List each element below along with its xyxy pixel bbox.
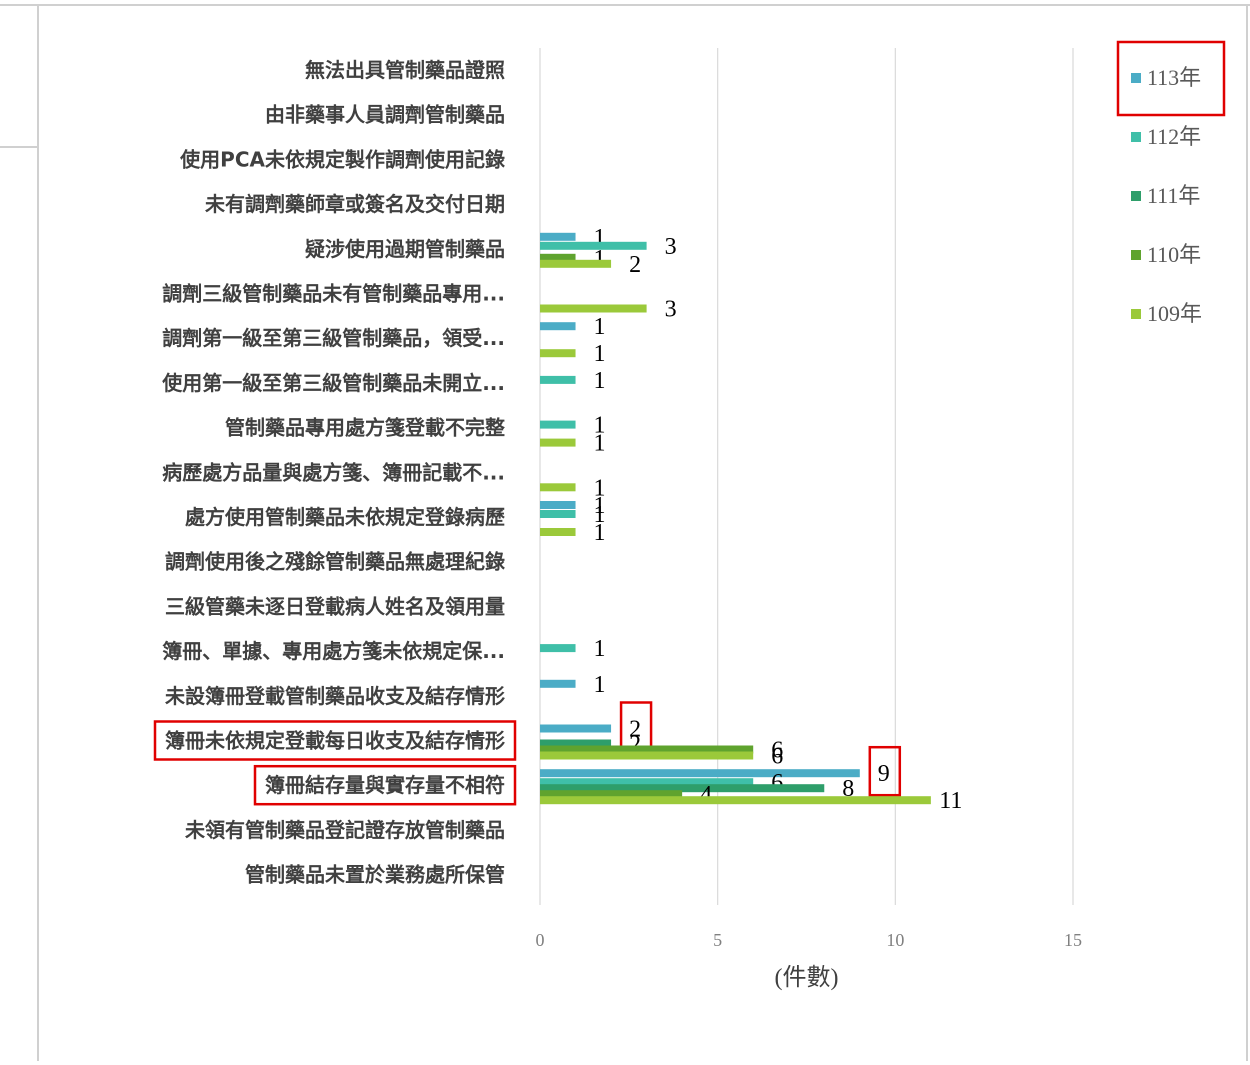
data-label: 6 — [771, 738, 783, 764]
category-label: 未有調劑藥師章或簽名及交付日期 — [205, 192, 505, 216]
category-label: 病歷處方品量與處方箋、簿冊記載不... — [162, 460, 505, 484]
data-label: 1 — [594, 636, 606, 662]
x-tick-label: 0 — [536, 930, 545, 950]
data-label: 3 — [665, 297, 677, 323]
category-label: 管制藥品專用處方箋登載不完整 — [225, 416, 505, 440]
category-label: 未設簿冊登載管制藥品收支及結存情形 — [165, 684, 505, 708]
legend-label: 109年 — [1147, 301, 1202, 326]
data-label: 1 — [594, 475, 606, 501]
bar — [540, 784, 825, 793]
bar — [540, 510, 576, 518]
bar — [540, 241, 647, 250]
value-highlight-box — [868, 745, 902, 797]
bar — [540, 304, 647, 313]
data-label: 6 — [771, 770, 783, 796]
legend-label: 112年 — [1147, 124, 1201, 149]
data-label: 1 — [594, 341, 606, 367]
bar — [540, 790, 683, 799]
bar — [540, 739, 612, 748]
data-label: 11 — [939, 788, 962, 814]
category-label: 處方使用管制藥品未依規定登錄病歷 — [185, 505, 505, 529]
legend-swatch — [1131, 132, 1141, 142]
legend-swatch — [1131, 191, 1141, 201]
data-label: 2 — [629, 717, 641, 743]
category-label: 調劑三級管制藥品未有管制藥品專用... — [162, 282, 505, 306]
x-tick-label: 10 — [886, 930, 904, 950]
bar — [540, 724, 612, 733]
category-label: 由非藥事人員調劑管制藥品 — [265, 103, 505, 127]
frame-right-border — [1246, 4, 1248, 1061]
legend-swatch — [1131, 250, 1141, 260]
data-label: 1 — [594, 413, 606, 439]
data-label: 1 — [594, 314, 606, 340]
frame-outer-tick — [0, 146, 37, 148]
data-label: 1 — [594, 368, 606, 394]
bar — [540, 751, 754, 760]
bar — [540, 679, 576, 688]
legend-swatch — [1131, 309, 1141, 319]
data-label: 8 — [842, 776, 854, 802]
bar — [540, 796, 931, 805]
legend-label: 111年 — [1147, 183, 1200, 208]
bar — [540, 769, 860, 778]
category-label: 簿冊、單據、專用處方箋未依規定保... — [162, 639, 505, 663]
bar — [540, 778, 754, 787]
category-highlight-box — [253, 764, 517, 806]
bar — [540, 745, 754, 754]
bar — [540, 375, 576, 384]
category-label: 無法出具管制藥品證照 — [305, 58, 505, 82]
legend-highlight-box — [1116, 40, 1226, 117]
bar — [540, 644, 576, 653]
data-label: 3 — [665, 234, 677, 260]
data-label: 4 — [700, 782, 712, 808]
bar — [540, 349, 576, 358]
bar — [540, 438, 576, 447]
data-label: 1 — [594, 672, 606, 698]
data-label: 1 — [594, 246, 606, 272]
category-label: 未領有管制藥品登記證存放管制藥品 — [185, 818, 505, 842]
data-label: 2 — [629, 252, 641, 278]
frame-top-border — [0, 4, 1250, 6]
legend-label: 113年 — [1147, 65, 1201, 90]
category-highlight-box — [153, 720, 517, 761]
bar — [540, 501, 576, 509]
bar — [540, 253, 576, 262]
data-label: 1 — [594, 493, 606, 519]
category-label: 調劑使用後之殘餘管制藥品無處理紀錄 — [165, 550, 505, 574]
data-label: 1 — [594, 502, 606, 528]
category-label: 疑涉使用過期管制藥品 — [305, 237, 505, 261]
legend-swatch — [1131, 73, 1141, 83]
data-label: 6 — [771, 744, 783, 770]
x-tick-label: 15 — [1064, 930, 1082, 950]
x-tick-label: 5 — [713, 930, 722, 950]
bar — [540, 528, 576, 536]
bar — [540, 420, 576, 429]
legend-label: 110年 — [1147, 242, 1201, 267]
data-label: 1 — [594, 520, 606, 546]
category-label: 簿冊結存量與實存量不相符 — [265, 773, 505, 797]
category-label: 使用PCA未依規定製作調劑使用記錄 — [179, 147, 505, 171]
bar — [540, 259, 612, 268]
category-label: 調劑第一級至第三級管制藥品，領受... — [162, 326, 505, 350]
category-label: 使用第一級至第三級管制藥品未開立... — [161, 371, 505, 395]
category-label: 三級管藥未逐日登載病人姓名及領用量 — [165, 594, 505, 618]
frame-left-border — [37, 4, 39, 1061]
x-axis-title: (件數) — [775, 964, 839, 991]
category-label: 簿冊未依規定登載每日收支及結存情形 — [165, 729, 505, 753]
data-label: 1 — [594, 431, 606, 457]
bar — [540, 232, 576, 241]
data-label: 9 — [878, 761, 890, 787]
bar — [540, 322, 576, 331]
bar — [540, 483, 576, 492]
category-label: 管制藥品未置於業務處所保管 — [245, 863, 505, 887]
